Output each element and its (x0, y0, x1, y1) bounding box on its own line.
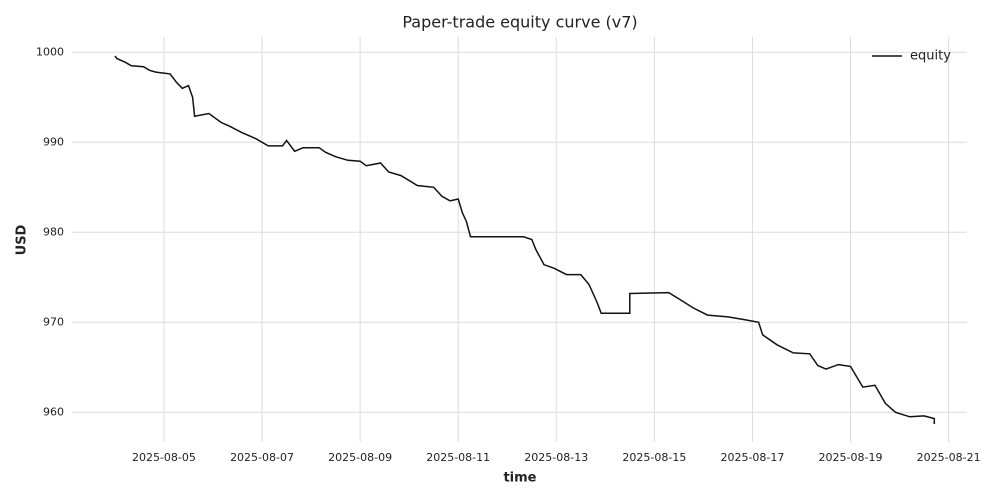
x-tick-label: 2025-08-13 (524, 451, 588, 464)
y-tick-label: 990 (43, 135, 64, 148)
x-tick-label: 2025-08-15 (622, 451, 686, 464)
x-tick-label: 2025-08-09 (328, 451, 392, 464)
x-tick-label: 2025-08-19 (819, 451, 883, 464)
y-tick-label: 960 (43, 405, 64, 418)
x-tick-label: 2025-08-07 (230, 451, 294, 464)
y-tick-label: 970 (43, 315, 64, 328)
chart-title: Paper-trade equity curve (v7) (402, 13, 637, 32)
x-tick-label: 2025-08-17 (720, 451, 784, 464)
equity-line (114, 55, 936, 424)
y-tick-label: 980 (43, 225, 64, 238)
x-tick-label: 2025-08-21 (917, 451, 981, 464)
legend-label: equity (910, 49, 951, 64)
x-tick-label: 2025-08-05 (132, 451, 196, 464)
y-tick-label: 1000 (36, 45, 64, 58)
x-tick-label: 2025-08-11 (426, 451, 490, 464)
x-axis-label: time (503, 471, 536, 486)
y-axis-label: USD (15, 224, 30, 255)
